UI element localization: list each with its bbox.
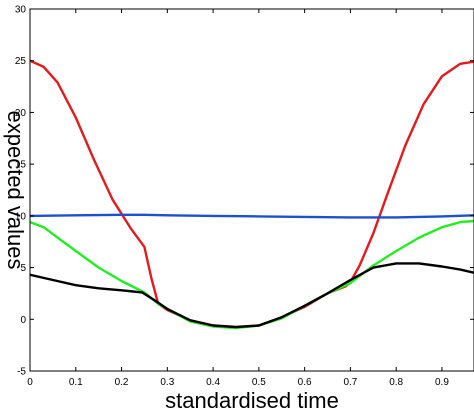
ticks-layer: 0 0.1 0.2 0.3 0.4 0.5 0.6 0.7 0.8 0.9-50510152025… [15,5,474,388]
x-tick-label: 0.3 [160,377,174,388]
x-axis-title: standardised time [165,388,339,413]
y-tick-label: 20 [15,108,27,119]
y-tick-label: 15 [15,160,27,171]
x-tick-label: 0.5 [252,377,266,388]
x-tick-label: 0.1 [69,377,83,388]
x-tick-label: 0.2 [115,377,129,388]
y-tick-label: 10 [15,211,27,222]
y-tick-label: -5 [17,367,26,378]
series-line-2 [30,213,474,219]
y-tick-label: 30 [15,5,27,16]
series-layer [30,59,474,330]
y-tick-label: 25 [15,56,27,67]
x-tick-label: 0 [27,377,33,388]
x-tick-label: 0.6 [298,377,312,388]
x-tick-label: 0.4 [206,377,220,388]
y-tick-label: 0 [20,315,26,326]
plot-frame [29,8,474,372]
y-axis-title: expected values [3,111,28,270]
x-tick-label: 0.8 [389,377,403,388]
y-tick-label: 5 [20,263,26,274]
x-tick-label: 0.9 [435,377,449,388]
x-tick-label: 0.7 [343,377,357,388]
series-line-4 [30,262,474,329]
